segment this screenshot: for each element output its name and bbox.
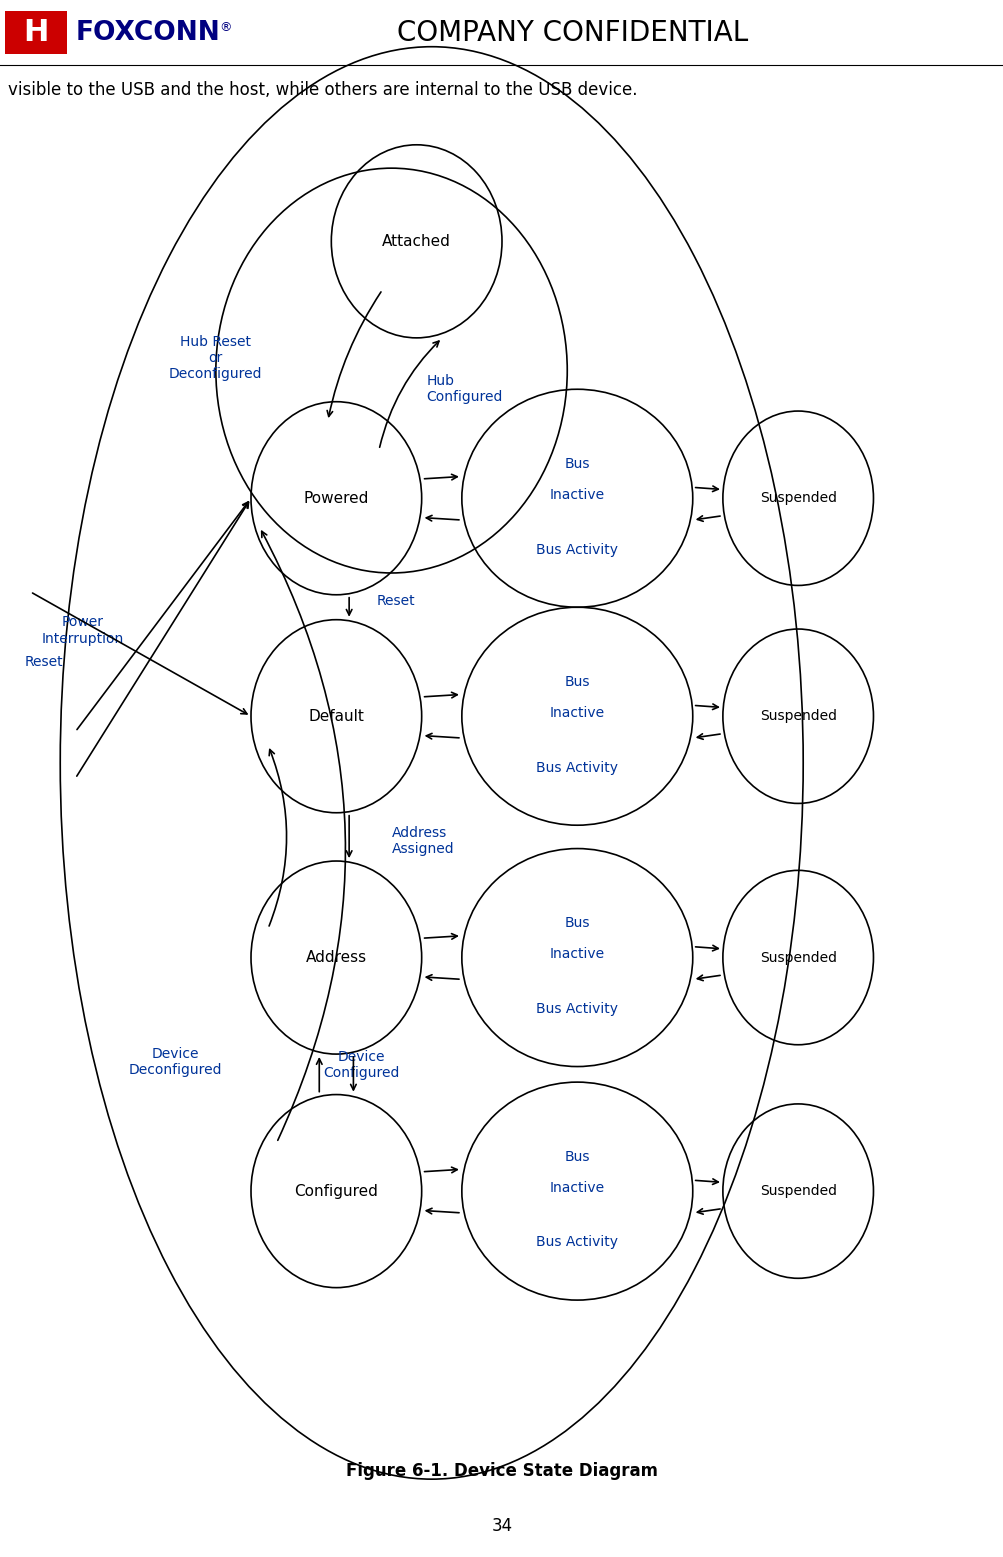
Text: Inactive: Inactive bbox=[550, 707, 604, 719]
Text: 34: 34 bbox=[490, 1517, 513, 1535]
Text: Device
Configured: Device Configured bbox=[323, 1049, 399, 1081]
Text: Figure 6-1. Device State Diagram: Figure 6-1. Device State Diagram bbox=[346, 1462, 657, 1481]
Text: Device
Deconfigured: Device Deconfigured bbox=[128, 1046, 223, 1077]
Text: Suspended: Suspended bbox=[759, 710, 835, 722]
Text: Reset: Reset bbox=[25, 655, 63, 668]
Text: COMPANY CONFIDENTIAL: COMPANY CONFIDENTIAL bbox=[396, 19, 747, 47]
Text: Configured: Configured bbox=[294, 1183, 378, 1199]
Text: Inactive: Inactive bbox=[550, 948, 604, 961]
Text: Bus Activity: Bus Activity bbox=[536, 543, 618, 556]
Text: Power
Interruption: Power Interruption bbox=[41, 615, 123, 646]
Text: Inactive: Inactive bbox=[550, 489, 604, 501]
Text: Hub
Configured: Hub Configured bbox=[426, 374, 503, 405]
Text: Suspended: Suspended bbox=[759, 951, 835, 964]
Text: H: H bbox=[23, 19, 49, 47]
Text: Bus: Bus bbox=[564, 917, 590, 930]
Text: Bus: Bus bbox=[564, 676, 590, 688]
Text: Address: Address bbox=[306, 950, 366, 965]
Text: Hub Reset
or
Deconfigured: Hub Reset or Deconfigured bbox=[169, 335, 263, 381]
Text: FOXCONN: FOXCONN bbox=[75, 20, 220, 45]
Text: Bus Activity: Bus Activity bbox=[536, 1236, 618, 1249]
Text: Suspended: Suspended bbox=[759, 1185, 835, 1197]
Text: Bus: Bus bbox=[564, 1151, 590, 1163]
Text: Bus Activity: Bus Activity bbox=[536, 761, 618, 774]
Text: ®: ® bbox=[219, 22, 231, 34]
Text: Inactive: Inactive bbox=[550, 1182, 604, 1194]
Text: Powered: Powered bbox=[303, 490, 369, 506]
FancyBboxPatch shape bbox=[5, 11, 67, 54]
Text: Bus Activity: Bus Activity bbox=[536, 1003, 618, 1015]
Text: Reset: Reset bbox=[376, 595, 414, 607]
Text: Suspended: Suspended bbox=[759, 492, 835, 504]
Text: Address
Assigned: Address Assigned bbox=[391, 825, 453, 856]
Text: Attached: Attached bbox=[382, 234, 450, 249]
Text: Default: Default bbox=[308, 708, 364, 724]
Text: visible to the USB and the host, while others are internal to the USB device.: visible to the USB and the host, while o… bbox=[8, 81, 637, 100]
Text: Bus: Bus bbox=[564, 458, 590, 470]
